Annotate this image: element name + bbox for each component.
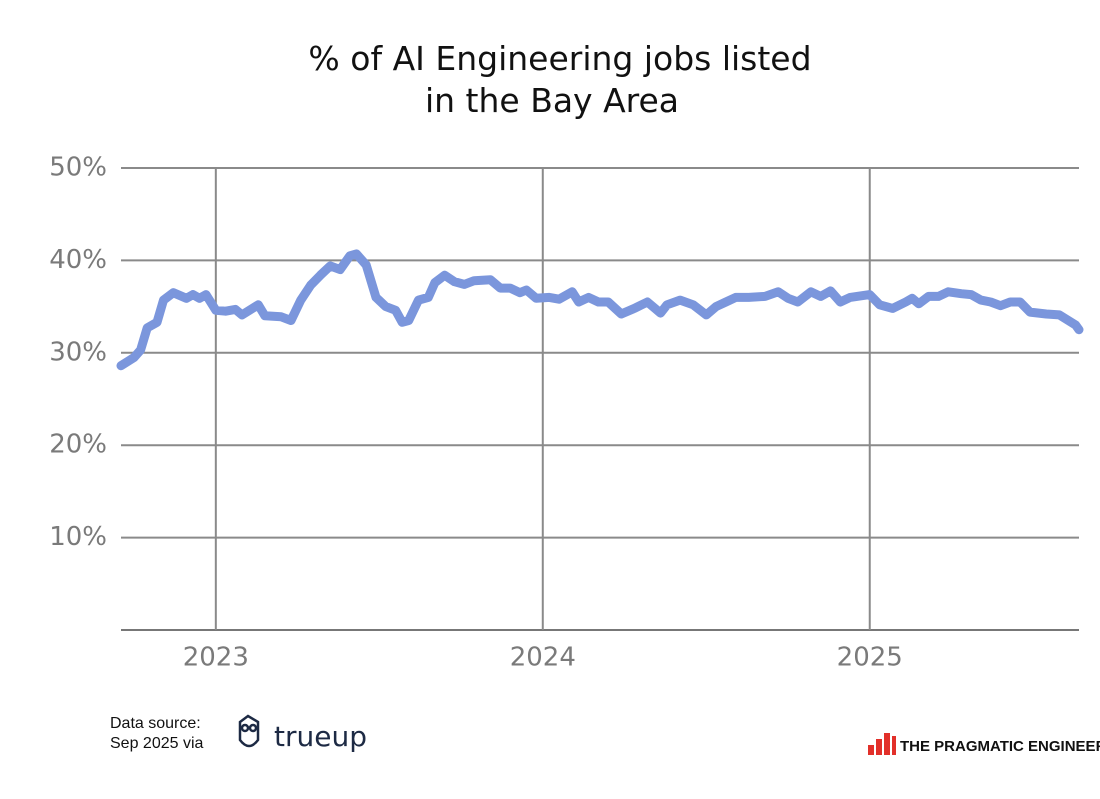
- source-label: Sep 2025 via: [110, 735, 204, 752]
- y-tick-label: 10%: [49, 522, 107, 552]
- x-tick-label: 2025: [837, 643, 903, 673]
- x-tick-label: 2024: [510, 643, 576, 673]
- trueup-logo: [238, 714, 260, 748]
- source-label: Data source:: [110, 715, 201, 732]
- y-tick-label: 50%: [49, 153, 107, 183]
- x-tick-label: 2023: [183, 643, 249, 673]
- chart-title: % of AI Engineering jobs listed: [308, 39, 811, 78]
- y-tick-label: 20%: [49, 430, 107, 460]
- y-tick-label: 30%: [49, 337, 107, 367]
- publisher-logo: [868, 733, 896, 755]
- publisher: THE PRAGMATIC ENGINEER: [900, 738, 1100, 755]
- y-tick-label: 40%: [49, 245, 107, 275]
- source-brand: trueup: [274, 720, 367, 753]
- chart-title: in the Bay Area: [425, 81, 679, 120]
- data-line: [116, 249, 1084, 371]
